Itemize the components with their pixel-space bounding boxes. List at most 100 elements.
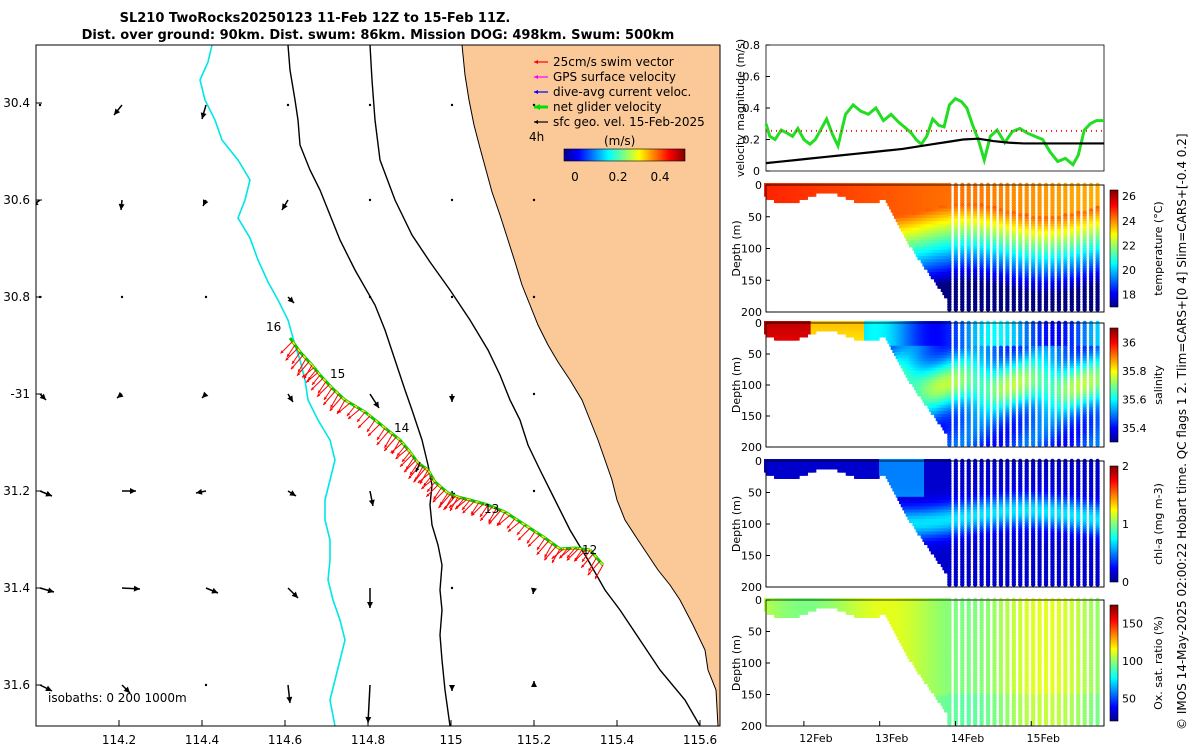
geo-vector-head [368, 499, 375, 506]
velocity-y-tick-label: 0 [753, 165, 760, 178]
swim-vector-head [287, 353, 290, 357]
map-x-tick-label: 114.4 [185, 733, 219, 747]
section-profile-dot [1018, 307, 1023, 312]
track-color-segment [399, 439, 411, 453]
geo-vector-head [117, 391, 124, 398]
swim-vector-head [480, 517, 484, 521]
swim-vector-shaft [543, 545, 557, 561]
swim-vector-head [395, 455, 399, 459]
swim-vector-head [456, 505, 460, 509]
swim-vector-head [400, 463, 404, 467]
map-x-tick-label: 115.4 [600, 733, 634, 747]
section-profile-dot [1043, 307, 1049, 312]
swim-vector-head [292, 360, 295, 364]
map-y-tick-label: 30.6 [3, 193, 30, 207]
geo-vector-dot [368, 198, 372, 202]
map-x-tick-label: 115.6 [683, 733, 717, 747]
velocity-plot-area [765, 44, 1105, 172]
section-y-tick-label: 150 [741, 274, 762, 287]
swim-vector-head [450, 507, 453, 511]
geo-vector-head [449, 396, 455, 402]
swim-vector-head [574, 557, 578, 561]
swim-vector-head [507, 525, 511, 529]
track-color-segment [457, 496, 471, 501]
velocity-y-label: velocity magnitude (m/s) [734, 39, 747, 177]
geo-vector-dot [204, 683, 208, 687]
map-x-tick-label: 115 [440, 733, 463, 747]
swim-vector-head [567, 554, 571, 558]
legend-label: sfc geo. vel. 15-Feb-2025 [553, 115, 705, 129]
section-profile-dot [966, 442, 971, 447]
swim-vector-head [449, 504, 453, 508]
title-line-2: Dist. over ground: 90km. Dist. swum: 86k… [82, 28, 675, 43]
swim-vector-head [384, 447, 388, 451]
swim-vector-head [595, 575, 598, 579]
track-color-segment [559, 547, 576, 550]
swim-vector-head [415, 477, 418, 481]
map-x-tick-label: 114.8 [351, 733, 385, 747]
legend-label: dive-avg current veloc. [553, 85, 691, 99]
geo-vector-dot [532, 295, 536, 299]
track-color-segment [434, 481, 449, 494]
geo-vector-dot [38, 103, 42, 107]
isobath-200m [287, 45, 451, 726]
swim-vector-head [536, 551, 540, 555]
section-profile-dot [1088, 307, 1094, 312]
geo-vector-dot [286, 103, 290, 107]
day-label: 12 [582, 543, 597, 557]
swim-vector-head [337, 410, 340, 414]
section-profile-dot [947, 307, 952, 312]
swim-vector-head [445, 505, 448, 509]
swim-vector-head [358, 424, 362, 428]
legend-arrow-head [534, 120, 538, 124]
section-y-label: Depth (m) [730, 220, 743, 276]
track-color-segment [447, 492, 459, 498]
swim-vector-head [552, 559, 555, 563]
swim-vector-shaft [536, 540, 550, 556]
map-y-tick-label: 31.6 [3, 678, 30, 692]
section-profile-dot [1018, 442, 1023, 447]
colorbar-tick-label: 0.4 [650, 170, 669, 184]
section-colorbar-tick-label: 24 [1122, 215, 1136, 228]
swim-vector-head [402, 458, 406, 462]
swim-vector-head [377, 436, 380, 440]
legend-label: net glider velocity [553, 100, 661, 114]
swim-vector-shaft [383, 436, 397, 452]
section-colorbar-label: temperature (°C) [1152, 201, 1165, 295]
geo-vector-dot [450, 103, 454, 107]
swim-vector-head [462, 510, 466, 514]
swim-vector-head [410, 471, 413, 475]
swim-vector-head [408, 475, 412, 479]
geo-vector-dot [450, 295, 454, 299]
section-profile-dot [972, 442, 978, 447]
geo-vector-dot [368, 295, 372, 299]
swim-vector-head [517, 531, 521, 535]
geo-vector-head [118, 203, 125, 210]
swim-vector-head [544, 556, 548, 561]
swim-vector-head [384, 444, 388, 448]
map-y-tick-label: 31.4 [3, 581, 30, 595]
section-profile-dot [1037, 442, 1042, 447]
section-profile-dot [992, 307, 997, 312]
swim-vector-shaft [296, 361, 310, 377]
section-y-tick-label: 100 [741, 243, 762, 256]
swim-vector-head [323, 401, 327, 405]
section-profile-dot [1011, 307, 1017, 312]
section-profile-dot [1037, 307, 1042, 312]
section-cell [812, 192, 817, 197]
swim-vector-head [537, 546, 540, 550]
section-profile-dot [953, 442, 959, 447]
section-profile-dot [979, 307, 984, 312]
section-profile-dot [1030, 307, 1036, 312]
track-color-segment [311, 364, 321, 376]
map-x-tick-label: 115.2 [517, 733, 551, 747]
day-label: 13 [484, 502, 499, 516]
swim-vector-head [471, 511, 474, 515]
section-profile-dot [972, 307, 978, 312]
velocity-y-tick-label: 0.6 [743, 71, 761, 84]
geo-vector-dot [204, 295, 208, 299]
dive-current-vector-head [415, 467, 420, 472]
section-profile-dot [1069, 307, 1074, 312]
swim-vector-head [497, 522, 500, 526]
